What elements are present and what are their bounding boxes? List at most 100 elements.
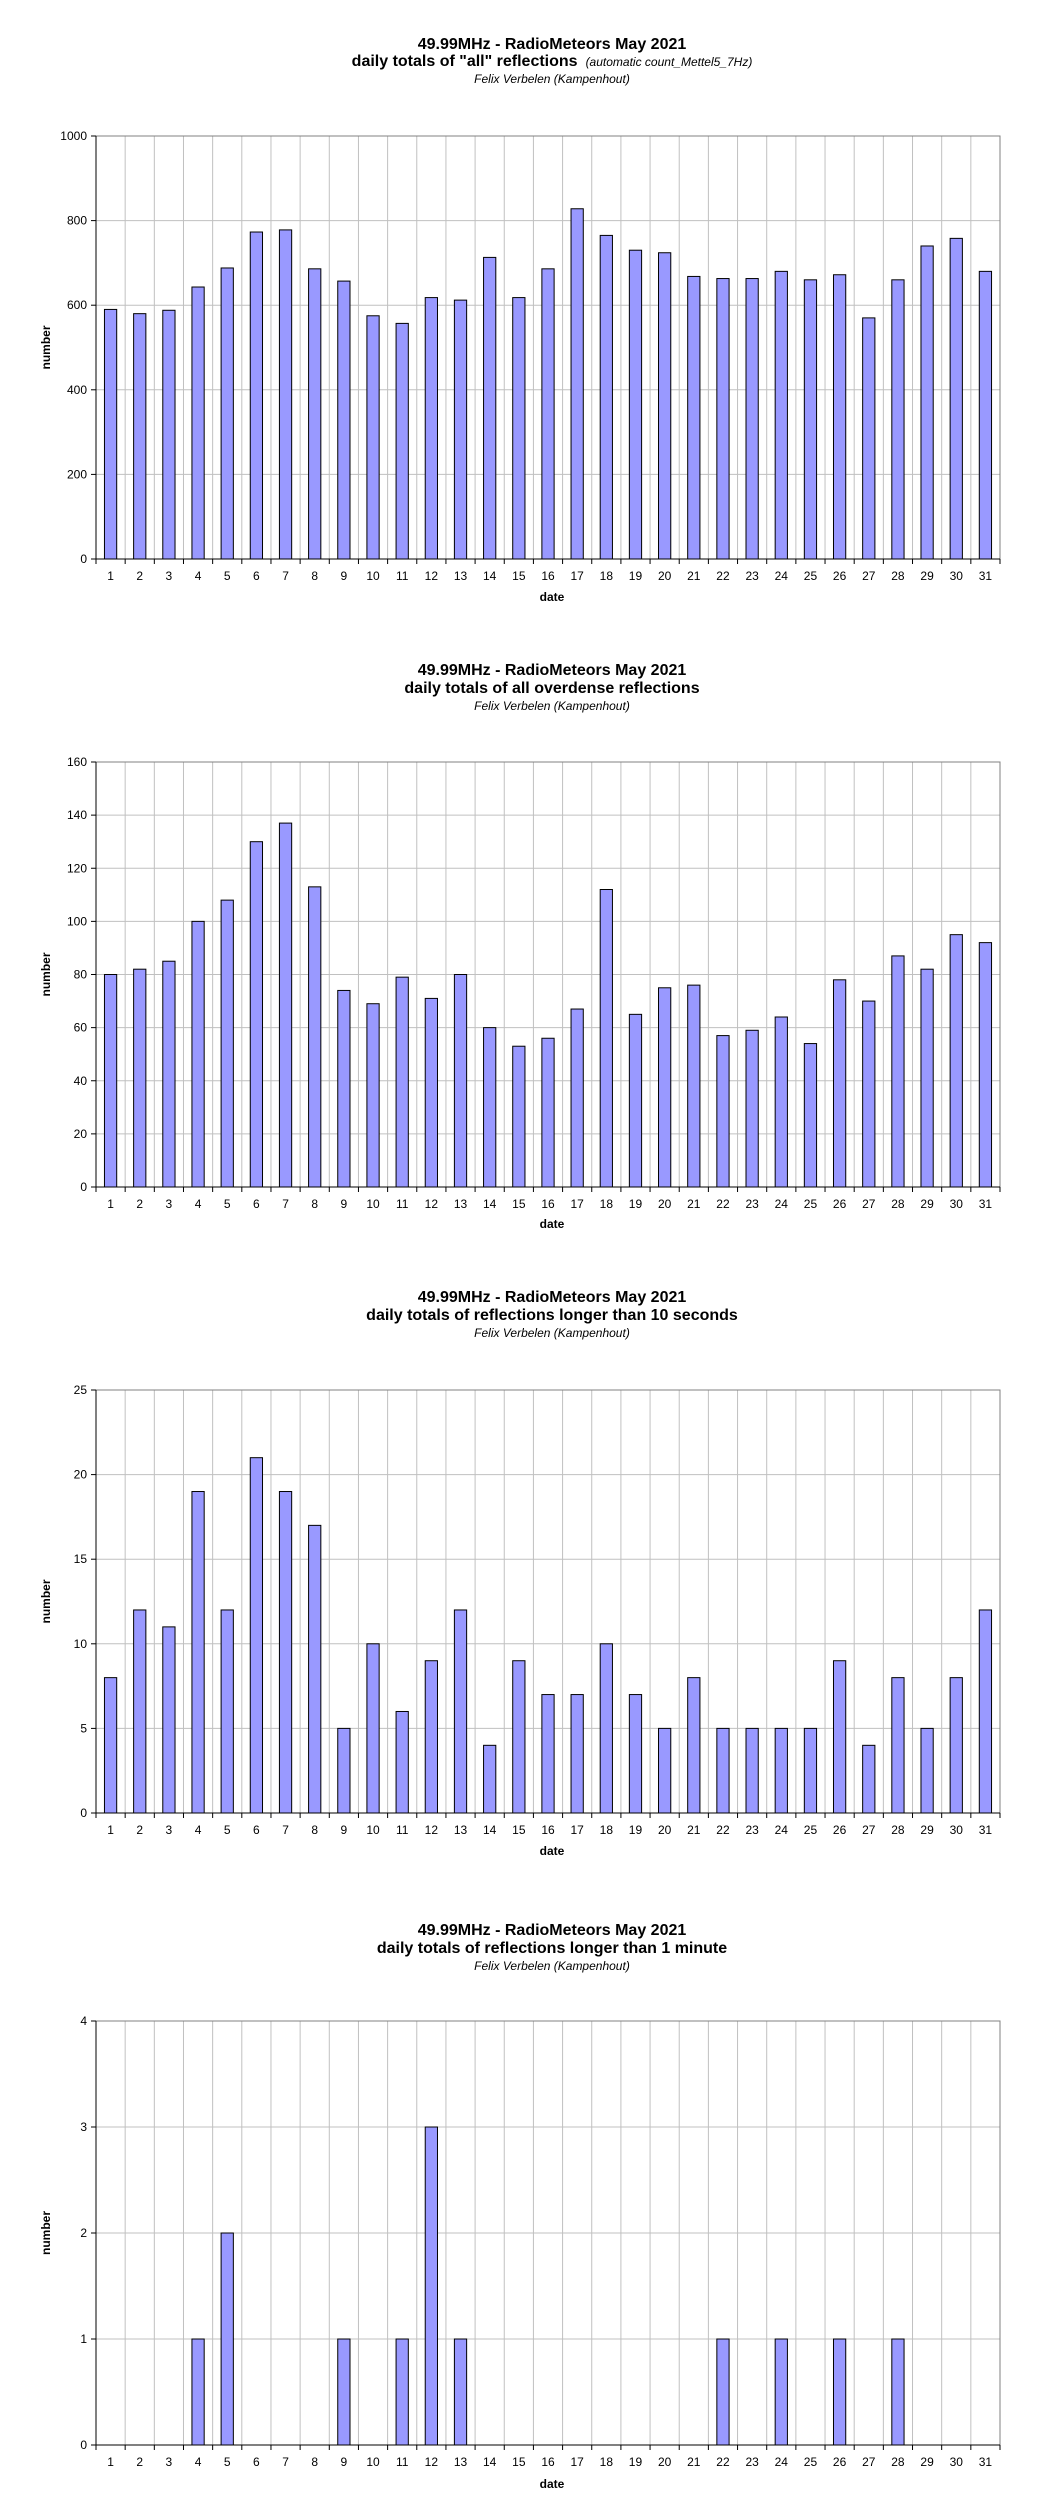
bar-day-29: [920, 1727, 934, 1814]
x-tick-label: 19: [629, 1197, 643, 1211]
x-tick-label: 17: [570, 1197, 584, 1211]
y-tick-label: 160: [67, 755, 87, 769]
bar-day-7: [278, 822, 293, 1188]
x-tick-label: 12: [425, 1197, 439, 1211]
x-tick-label: 10: [366, 1823, 380, 1837]
bar-day-28: [891, 2338, 905, 2446]
x-tick-label: 31: [979, 1823, 993, 1837]
x-tick-label: 5: [224, 2455, 231, 2469]
bar-day-11: [395, 2338, 409, 2446]
y-tick-label: 5: [80, 1721, 87, 1735]
chart-subtitle-text: daily totals of reflections longer than …: [366, 1307, 738, 1324]
bar-day-5: [220, 2232, 234, 2446]
bar-day-9: [337, 2338, 351, 2446]
bar-day-20: [658, 252, 672, 560]
y-tick-label: 0: [80, 1806, 87, 1820]
x-tick-label: 9: [341, 1823, 348, 1837]
bar-day-3: [162, 1626, 176, 1814]
chart-subtitle: daily totals of "all" reflections (automa…: [352, 53, 753, 70]
bar-day-9: [337, 989, 351, 1188]
bar-day-21: [687, 984, 701, 1188]
x-tick-label: 20: [658, 2455, 672, 2469]
bar-day-27: [862, 317, 876, 560]
y-tick-label: 40: [74, 1074, 88, 1088]
x-tick-label: 10: [366, 569, 380, 583]
x-tick-label: 4: [195, 1197, 202, 1211]
x-tick-label: 8: [311, 569, 318, 583]
bar-day-28: [891, 955, 905, 1188]
x-tick-label: 13: [454, 1197, 468, 1211]
x-axis-label: date: [540, 2477, 565, 2491]
bar-day-29: [920, 245, 934, 560]
bar-day-2: [133, 968, 147, 1188]
bar-day-5: [220, 267, 234, 560]
x-tick-label: 5: [224, 1197, 231, 1211]
x-tick-label: 6: [253, 1197, 260, 1211]
x-tick-label: 22: [716, 2455, 730, 2469]
x-axis-label: date: [540, 1844, 565, 1858]
x-tick-label: 28: [891, 569, 905, 583]
chart-title: 49.99MHz - RadioMeteors May 2021: [418, 662, 687, 679]
bar-day-24: [774, 2338, 788, 2446]
bar-day-26: [832, 274, 847, 560]
x-tick-label: 2: [136, 1823, 143, 1837]
y-tick-label: 25: [74, 1383, 88, 1397]
x-tick-label: 27: [862, 1197, 876, 1211]
chart-subtitle: daily totals of reflections longer than …: [377, 1940, 727, 1957]
chart-title: 49.99MHz - RadioMeteors May 2021: [418, 1922, 687, 1939]
bar-day-4: [191, 1491, 205, 1814]
bar-day-13: [453, 299, 468, 560]
x-tick-label: 2: [136, 1197, 143, 1211]
bar-day-11: [395, 976, 409, 1188]
bar-day-10: [366, 1003, 380, 1188]
y-tick-label: 80: [74, 968, 88, 982]
bar-day-30: [949, 237, 963, 560]
chart-subtitle-text: daily totals of reflections longer than …: [377, 1940, 727, 1957]
bar-day-27: [862, 1744, 876, 1814]
bar-day-19: [628, 249, 643, 560]
x-tick-label: 3: [166, 1197, 173, 1211]
x-tick-label: 21: [687, 1823, 701, 1837]
x-tick-label: 15: [512, 2455, 526, 2469]
x-tick-label: 5: [224, 1823, 231, 1837]
bar-day-7: [278, 1491, 293, 1814]
x-tick-label: 28: [891, 1197, 905, 1211]
bar-day-4: [191, 920, 205, 1188]
chart-subtitle: daily totals of all overdense reflection…: [404, 680, 699, 697]
x-tick-label: 1: [107, 1823, 114, 1837]
y-tick-label: 3: [80, 2120, 87, 2134]
x-tick-label: 13: [454, 1823, 468, 1837]
x-tick-label: 20: [658, 1197, 672, 1211]
x-tick-label: 29: [920, 2455, 934, 2469]
bar-day-23: [745, 278, 759, 560]
x-tick-label: 6: [253, 1823, 260, 1837]
x-tick-label: 14: [483, 2455, 497, 2469]
bar-day-8: [308, 1524, 322, 1814]
bar-day-1: [103, 1677, 118, 1814]
bar-day-8: [308, 886, 322, 1188]
y-tick-label: 140: [67, 808, 87, 822]
x-tick-label: 26: [833, 1823, 847, 1837]
x-tick-label: 8: [311, 2455, 318, 2469]
x-tick-label: 17: [570, 569, 584, 583]
y-tick-label: 800: [67, 214, 87, 228]
bar-day-22: [716, 1035, 730, 1188]
bar-day-1: [103, 308, 118, 560]
x-tick-label: 29: [920, 1823, 934, 1837]
y-tick-label: 100: [67, 914, 87, 928]
y-tick-label: 4: [80, 2014, 87, 2028]
x-tick-label: 7: [282, 569, 289, 583]
bar-day-26: [832, 2338, 847, 2446]
x-tick-label: 17: [570, 1823, 584, 1837]
x-tick-label: 14: [483, 1823, 497, 1837]
x-tick-label: 7: [282, 2455, 289, 2469]
bar-day-22: [716, 2338, 730, 2446]
bar-day-15: [512, 1660, 526, 1814]
bar-day-17: [570, 208, 584, 560]
bar-day-21: [687, 275, 701, 560]
x-tick-label: 21: [687, 2455, 701, 2469]
y-axis-label: number: [39, 1579, 53, 1623]
x-tick-label: 9: [341, 2455, 348, 2469]
